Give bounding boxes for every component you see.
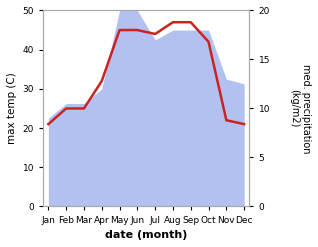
X-axis label: date (month): date (month) xyxy=(105,230,187,240)
Y-axis label: max temp (C): max temp (C) xyxy=(7,73,17,144)
Y-axis label: med. precipitation
(kg/m2): med. precipitation (kg/m2) xyxy=(289,64,311,153)
